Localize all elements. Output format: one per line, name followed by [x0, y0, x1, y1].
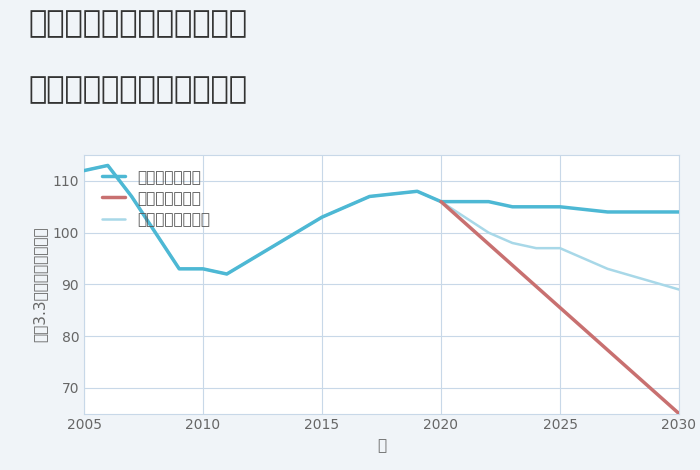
ノーマルシナリオ [104, 163, 112, 168]
グッドシナリオ [318, 214, 326, 220]
Text: 中古マンションの価格推移: 中古マンションの価格推移 [28, 75, 247, 104]
グッドシナリオ [223, 271, 231, 277]
ノーマルシナリオ [80, 168, 88, 173]
ノーマルシナリオ [603, 266, 612, 272]
ノーマルシナリオ [223, 271, 231, 277]
グッドシナリオ [508, 204, 517, 210]
ノーマルシナリオ [365, 194, 374, 199]
ノーマルシナリオ [675, 287, 683, 292]
グッドシナリオ [199, 266, 207, 272]
Y-axis label: 坪（3.3㎡）単価（万円）: 坪（3.3㎡）単価（万円） [32, 227, 47, 342]
グッドシナリオ [365, 194, 374, 199]
Line: グッドシナリオ: グッドシナリオ [84, 165, 679, 274]
グッドシナリオ [603, 209, 612, 215]
グッドシナリオ [80, 168, 88, 173]
ノーマルシナリオ [461, 214, 469, 220]
グッドシナリオ [532, 204, 540, 210]
グッドシナリオ [127, 194, 136, 199]
グッドシナリオ [675, 209, 683, 215]
グッドシナリオ [437, 199, 445, 204]
Legend: グッドシナリオ, バッドシナリオ, ノーマルシナリオ: グッドシナリオ, バッドシナリオ, ノーマルシナリオ [97, 165, 215, 232]
ノーマルシナリオ [508, 240, 517, 246]
グッドシナリオ [484, 199, 493, 204]
ノーマルシナリオ [556, 245, 564, 251]
ノーマルシナリオ [127, 194, 136, 199]
グッドシナリオ [175, 266, 183, 272]
Line: ノーマルシナリオ: ノーマルシナリオ [84, 165, 679, 290]
ノーマルシナリオ [175, 266, 183, 272]
X-axis label: 年: 年 [377, 438, 386, 453]
グッドシナリオ [556, 204, 564, 210]
ノーマルシナリオ [437, 199, 445, 204]
ノーマルシナリオ [484, 230, 493, 235]
グッドシナリオ [413, 188, 421, 194]
ノーマルシナリオ [532, 245, 540, 251]
グッドシナリオ [461, 199, 469, 204]
ノーマルシナリオ [318, 214, 326, 220]
ノーマルシナリオ [413, 188, 421, 194]
ノーマルシナリオ [199, 266, 207, 272]
グッドシナリオ [104, 163, 112, 168]
Text: 奈良県吉野郡大淀町比曽の: 奈良県吉野郡大淀町比曽の [28, 9, 247, 39]
